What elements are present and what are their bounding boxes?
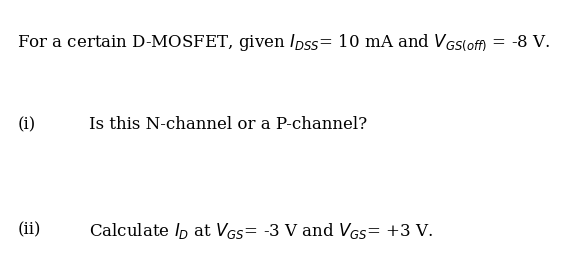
Text: Calculate $I_D$ at $V_{GS}$= -3 V and $V_{GS}$= +3 V.: Calculate $I_D$ at $V_{GS}$= -3 V and $V… [89,221,434,241]
Text: (ii): (ii) [17,221,41,238]
Text: (i): (i) [17,116,36,133]
Text: Is this N-channel or a P-channel?: Is this N-channel or a P-channel? [89,116,367,133]
Text: For a certain D-MOSFET, given $I_{DSS}$= 10 mA and $V_{\mathit{GS(off)}}$ = -8 V: For a certain D-MOSFET, given $I_{DSS}$=… [17,32,551,53]
